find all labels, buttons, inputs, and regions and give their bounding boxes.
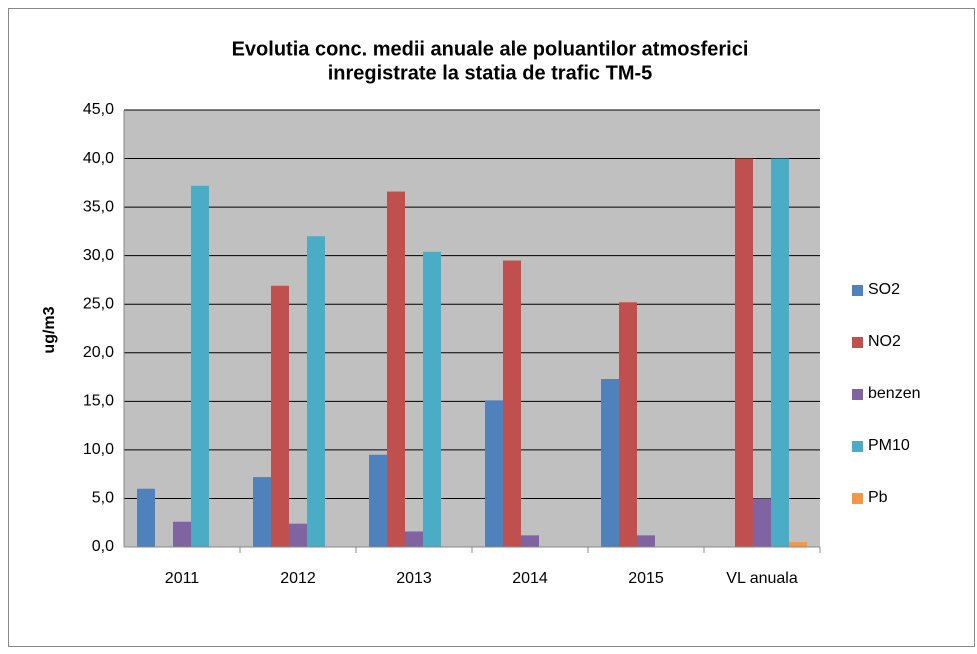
bar [619,302,637,547]
legend-label: Pb [868,489,888,506]
bar [405,531,423,547]
y-tick-label: 10,0 [83,441,114,458]
bar [601,378,619,547]
y-tick-label: 40,0 [83,150,114,167]
bar [137,488,155,547]
bar [289,523,307,547]
y-tick-label: 30,0 [83,247,114,264]
plot-area [124,110,820,547]
bar [485,400,503,547]
bar [753,498,771,547]
legend-label: benzen [868,385,921,402]
y-tick-label: 35,0 [83,198,114,215]
x-tick-label: 2013 [396,570,432,587]
legend-label: PM10 [868,437,910,454]
y-axis-label: ug/m3 [41,306,58,353]
bar [387,191,405,547]
legend-label: NO2 [868,333,901,350]
bar [771,158,789,548]
bar [423,251,441,547]
legend-swatch [852,389,863,400]
bar [735,158,753,548]
chart-title: Evolutia conc. medii anuale ale poluanti… [232,38,749,60]
legend-swatch [852,285,863,296]
y-tick-label: 45,0 [83,101,114,118]
chart-title: inregistrate la statia de trafic TM-5 [328,62,653,84]
legend-swatch [852,441,863,452]
bar [789,542,807,547]
bar [521,535,539,547]
y-tick-label: 20,0 [83,344,114,361]
bar [253,477,271,547]
bar [191,185,209,547]
bar [369,454,387,547]
x-tick-label: 2011 [165,570,200,587]
bar [271,285,289,547]
bar [637,535,655,547]
legend-swatch [852,337,863,348]
x-tick-label: 2015 [628,570,664,587]
bar [503,260,521,547]
y-tick-label: 15,0 [83,393,114,410]
legend-swatch [852,493,863,504]
y-tick-label: 5,0 [92,490,114,507]
x-tick-label: 2014 [512,570,548,587]
y-tick-label: 25,0 [83,295,114,312]
y-tick-label: 0,0 [92,538,114,555]
legend-label: SO2 [868,281,900,298]
x-tick-label: 2012 [280,570,316,587]
bar [173,521,191,547]
bar [307,236,325,547]
x-tick-label: VL anuala [726,570,798,587]
